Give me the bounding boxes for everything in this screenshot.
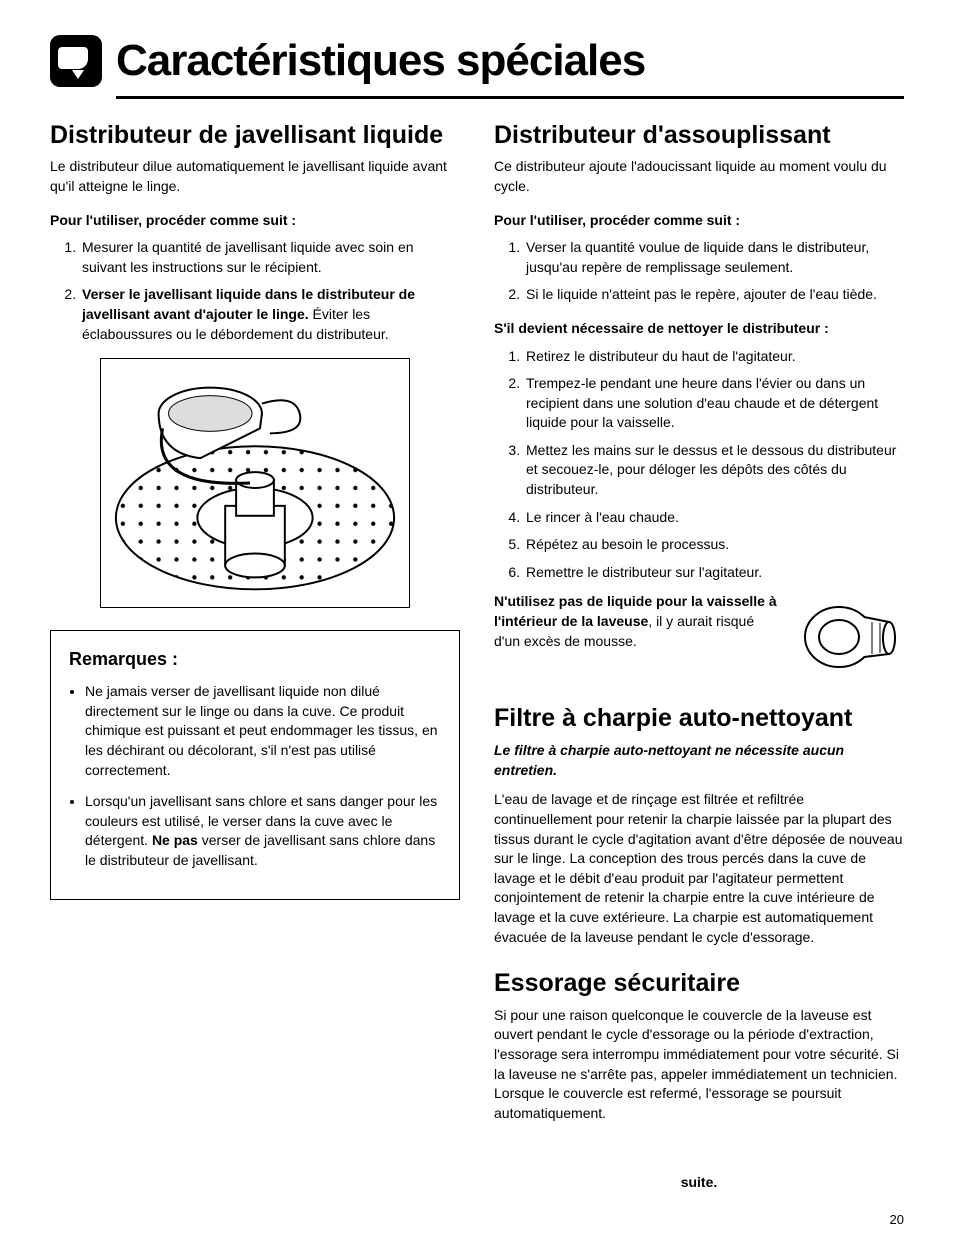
continued-label: suite. [494, 1173, 904, 1193]
note-1: Ne jamais verser de javellisant liquide … [85, 682, 441, 780]
speech-bubble-icon [50, 35, 102, 87]
page-number: 20 [50, 1211, 904, 1229]
notes-list: Ne jamais verser de javellisant liquide … [69, 682, 441, 870]
bleach-step-2: Verser le javellisant liquide dans le di… [80, 285, 460, 344]
softener-clean-sub: S'il devient nécessaire de nettoyer le d… [494, 319, 904, 339]
softener-clean-3: Mettez les mains sur le dessus et le des… [524, 441, 904, 500]
softener-use-steps: Verser la quantité voulue de liquide dan… [494, 238, 904, 305]
page-title: Caractéristiques spéciales [116, 30, 645, 92]
bleach-heading: Distributeur de javellisant liquide [50, 121, 460, 150]
softener-section: Distributeur d'assouplissant Ce distribu… [494, 121, 904, 683]
notes-title: Remarques : [69, 647, 441, 672]
softener-usage-sub: Pour l'utiliser, procéder comme suit : [494, 211, 904, 231]
lint-filter-section: Filtre à charpie auto-nettoyant Le filtr… [494, 704, 904, 947]
softener-clean-steps: Retirez le distributeur du haut de l'agi… [494, 347, 904, 583]
notes-box: Remarques : Ne jamais verser de javellis… [50, 630, 460, 900]
bleach-dispenser-section: Distributeur de javellisant liquide Le d… [50, 121, 460, 900]
note-2-bold: Ne pas [152, 832, 198, 848]
softener-warning: N'utilisez pas de liquide pour la vaisse… [494, 592, 784, 651]
bleach-step-1: Mesurer la quantité de javellisant liqui… [80, 238, 460, 277]
bleach-pour-illustration [100, 358, 410, 608]
bleach-intro: Le distributeur dilue automatiquement le… [50, 157, 460, 196]
lint-body: L'eau de lavage et de rinçage est filtré… [494, 790, 904, 947]
note-2: Lorsqu'un javellisant sans chlore et san… [85, 792, 441, 870]
softener-clean-4: Le rincer à l'eau chaude. [524, 508, 904, 528]
left-column: Distributeur de javellisant liquide Le d… [50, 121, 460, 1193]
bleach-steps: Mesurer la quantité de javellisant liqui… [50, 238, 460, 344]
softener-clean-6: Remettre le distributeur sur l'agitateur… [524, 563, 904, 583]
softener-clean-5: Répétez au besoin le processus. [524, 535, 904, 555]
title-rule [116, 96, 904, 99]
softener-use-2: Si le liquide n'atteint pas le repère, a… [524, 285, 904, 305]
softener-use-1: Verser la quantité voulue de liquide dan… [524, 238, 904, 277]
lint-heading: Filtre à charpie auto-nettoyant [494, 704, 904, 733]
spin-heading: Essorage sécuritaire [494, 969, 904, 998]
content-columns: Distributeur de javellisant liquide Le d… [50, 121, 904, 1193]
safe-spin-section: Essorage sécuritaire Si pour une raison … [494, 969, 904, 1123]
softener-warning-row: N'utilisez pas de liquide pour la vaisse… [494, 592, 904, 682]
softener-intro: Ce distributeur ajoute l'adoucissant liq… [494, 157, 904, 196]
dispenser-cap-illustration [794, 592, 904, 682]
softener-heading: Distributeur d'assouplissant [494, 121, 904, 150]
softener-clean-2: Trempez-le pendant une heure dans l'évie… [524, 374, 904, 433]
lint-subhead: Le filtre à charpie auto-nettoyant ne né… [494, 741, 904, 780]
right-column: Distributeur d'assouplissant Ce distribu… [494, 121, 904, 1193]
softener-clean-1: Retirez le distributeur du haut de l'agi… [524, 347, 904, 367]
page-header: Caractéristiques spéciales [50, 30, 904, 92]
bleach-usage-sub: Pour l'utiliser, procéder comme suit : [50, 211, 460, 231]
spin-body: Si pour une raison quelconque le couverc… [494, 1006, 904, 1124]
